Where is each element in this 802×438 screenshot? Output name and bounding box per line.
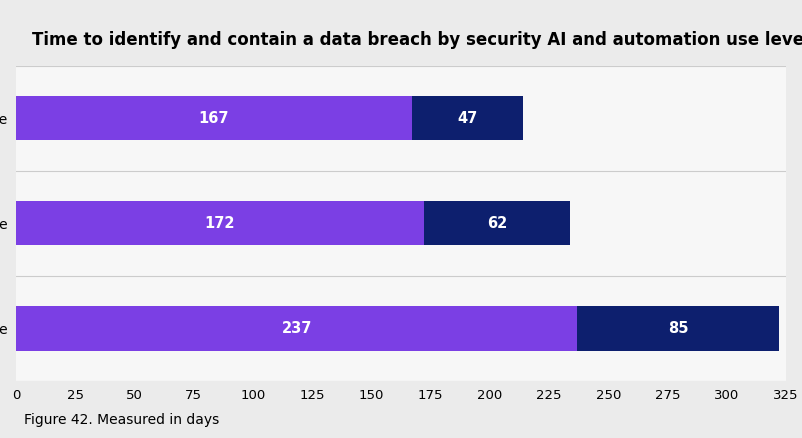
Bar [423, 201, 570, 245]
Bar [16, 201, 423, 245]
Bar [577, 307, 779, 350]
Text: 62: 62 [487, 216, 507, 231]
Bar [16, 307, 577, 350]
Bar [411, 96, 523, 140]
Text: 237: 237 [282, 321, 312, 336]
Text: 85: 85 [668, 321, 688, 336]
Text: Figure 42. Measured in days: Figure 42. Measured in days [24, 413, 219, 427]
Bar [16, 96, 411, 140]
Text: 167: 167 [199, 111, 229, 126]
Text: 172: 172 [205, 216, 235, 231]
Text: 47: 47 [457, 111, 477, 126]
Text: Time to identify and contain a data breach by security AI and automation use lev: Time to identify and contain a data brea… [32, 31, 802, 49]
